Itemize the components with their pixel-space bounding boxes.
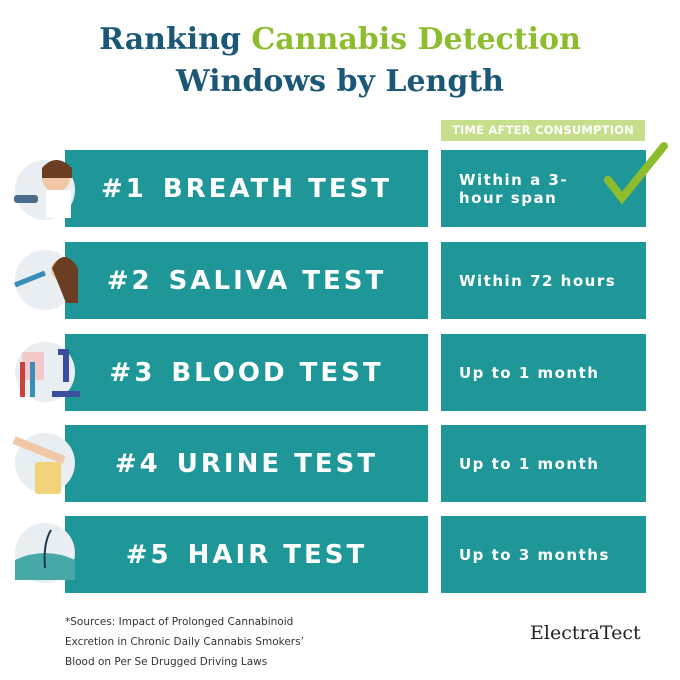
- icon-hand: [12, 436, 66, 464]
- test-bar: #3 BLOOD TEST: [65, 334, 428, 411]
- time-text: Up to 3 months: [459, 545, 610, 564]
- icon-hair: [43, 529, 52, 569]
- time-text: Within a 3-hour span: [459, 170, 569, 207]
- time-box: Within 72 hours: [441, 242, 646, 319]
- title-line-2: Windows by Length: [175, 64, 504, 99]
- test-name: BLOOD TEST: [171, 357, 384, 388]
- test-name: SALIVA TEST: [168, 265, 387, 296]
- icon-shirt: [46, 190, 71, 218]
- icon-hair: [52, 257, 78, 303]
- test-bar: #5 HAIR TEST: [65, 516, 428, 593]
- rank: #4: [114, 448, 161, 479]
- test-bar: #1 BREATH TEST: [65, 150, 428, 227]
- test-bar: #2 SALIVA TEST: [65, 242, 428, 319]
- rank: #2: [106, 265, 153, 296]
- footnote: *Sources: Impact of Prolonged Cannabinoi…: [65, 616, 304, 668]
- icon-cup: [35, 462, 61, 494]
- time-text: Up to 1 month: [459, 363, 600, 382]
- rank: #1: [100, 173, 147, 204]
- icon-hand: [14, 270, 46, 288]
- checkmark: [604, 142, 668, 205]
- time-box: Up to 1 month: [441, 334, 646, 411]
- title-highlight: Cannabis Detection: [251, 22, 581, 57]
- rank: #5: [125, 539, 172, 570]
- icon-microscope: [52, 349, 80, 397]
- logo: ElectraTect: [530, 622, 641, 644]
- test-name: URINE TEST: [176, 448, 379, 479]
- icon-device: [14, 195, 38, 203]
- time-text: Within 72 hours: [459, 271, 617, 290]
- time-text: Up to 1 month: [459, 454, 600, 473]
- time-box: Up to 1 month: [441, 425, 646, 502]
- time-box: Up to 3 months: [441, 516, 646, 593]
- icon-hair: [42, 160, 72, 178]
- rank: #3: [109, 357, 156, 388]
- column-header: TIME AFTER CONSUMPTION: [441, 120, 645, 141]
- title-line-1: Ranking Cannabis Detection: [0, 22, 680, 57]
- title-text: Ranking: [99, 22, 241, 57]
- test-bar: #4 URINE TEST: [65, 425, 428, 502]
- test-name: HAIR TEST: [187, 539, 368, 570]
- icon-tube: [20, 362, 25, 397]
- icon-tube: [30, 362, 35, 397]
- test-name: BREATH TEST: [162, 173, 393, 204]
